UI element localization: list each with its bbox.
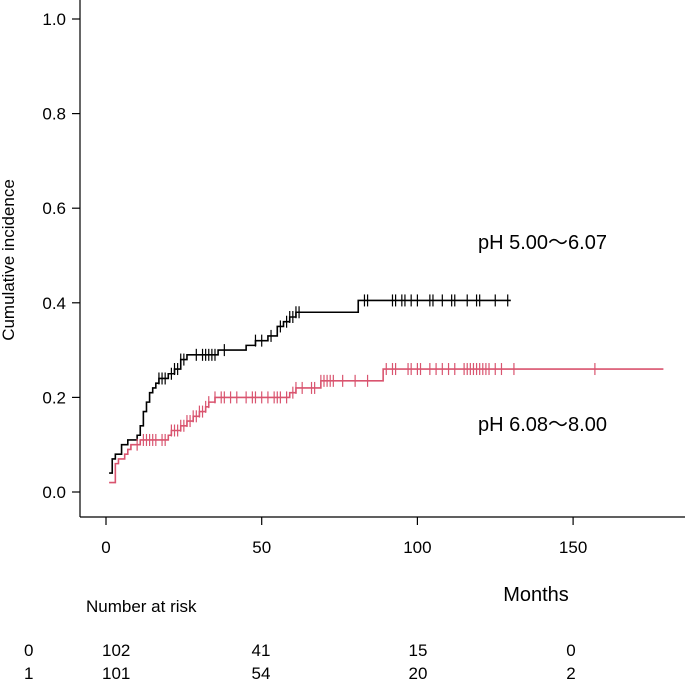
x-tick-label: 0 <box>101 538 110 557</box>
series-line-0 <box>109 299 511 474</box>
series-label-low-acid: pH 6.08〜8.00 <box>478 414 607 436</box>
x-tick-label: 150 <box>559 538 587 557</box>
x-axis-title: Months <box>503 584 569 606</box>
risk-count: 101 <box>102 664 130 683</box>
risk-count: 2 <box>566 664 575 683</box>
x-tick-label: 100 <box>403 538 431 557</box>
y-tick-label: 0.2 <box>42 388 66 407</box>
risk-table-cells: 102 41 15 0 101 54 20 2 <box>102 641 576 683</box>
risk-count: 20 <box>409 664 428 683</box>
x-axis-ticks: 0 50 100 150 <box>101 517 587 557</box>
x-tick-label: 50 <box>252 538 271 557</box>
risk-table-title: Number at risk <box>86 597 197 616</box>
y-tick-label: 0.4 <box>42 294 66 313</box>
y-tick-label: 1.0 <box>42 10 66 29</box>
series-label-high-acid: pH 5.00〜6.07 <box>478 232 607 254</box>
y-axis-title: Cumulative incidence <box>0 179 18 341</box>
risk-count: 0 <box>566 641 575 660</box>
risk-count: 15 <box>409 641 428 660</box>
y-tick-label: 0.6 <box>42 199 66 218</box>
plot-frame <box>79 0 685 518</box>
series-layer <box>109 299 664 484</box>
y-tick-label: 0.8 <box>42 105 66 124</box>
risk-count: 54 <box>252 664 271 683</box>
censor-marks-layer <box>136 294 596 451</box>
number-at-risk-table: Number at risk 0 1 102 41 15 0 101 54 20 2 <box>24 597 576 683</box>
risk-row-label: 1 <box>24 664 33 683</box>
y-axis-ticks: 0.0 0.2 0.4 0.6 0.8 1.0 <box>42 10 80 502</box>
risk-count: 102 <box>102 641 130 660</box>
risk-count: 41 <box>252 641 271 660</box>
y-tick-label: 0.0 <box>42 483 66 502</box>
risk-row-label: 0 <box>24 641 33 660</box>
